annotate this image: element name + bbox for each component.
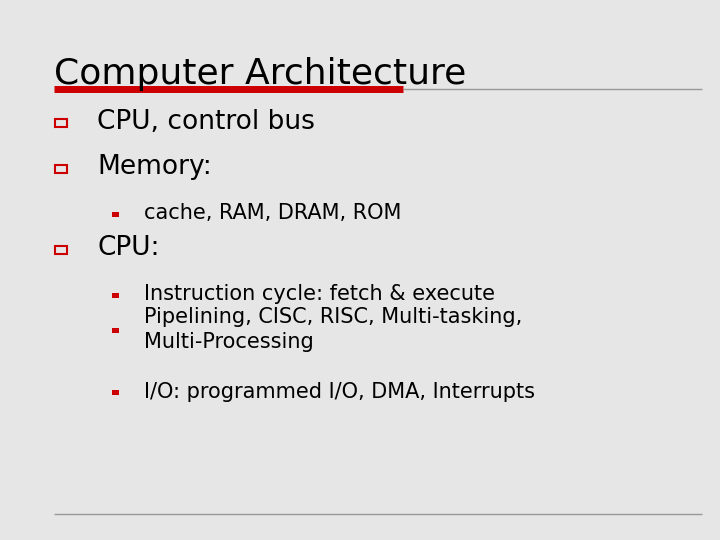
- Text: CPU, control bus: CPU, control bus: [97, 109, 315, 134]
- Bar: [55, 246, 67, 254]
- Text: Instruction cycle: fetch & execute: Instruction cycle: fetch & execute: [144, 284, 495, 305]
- Bar: [112, 293, 119, 298]
- Text: Memory:: Memory:: [97, 154, 212, 180]
- Bar: [112, 212, 119, 217]
- Bar: [55, 165, 67, 173]
- Bar: [112, 390, 119, 395]
- Text: CPU:: CPU:: [97, 235, 160, 261]
- Text: Computer Architecture: Computer Architecture: [54, 57, 467, 91]
- Text: Pipelining, CISC, RISC, Multi-tasking,
Multi-Processing: Pipelining, CISC, RISC, Multi-tasking, M…: [144, 307, 522, 352]
- Bar: [55, 119, 67, 127]
- Text: I/O: programmed I/O, DMA, Interrupts: I/O: programmed I/O, DMA, Interrupts: [144, 381, 535, 402]
- Text: cache, RAM, DRAM, ROM: cache, RAM, DRAM, ROM: [144, 203, 401, 224]
- Bar: [112, 328, 119, 333]
